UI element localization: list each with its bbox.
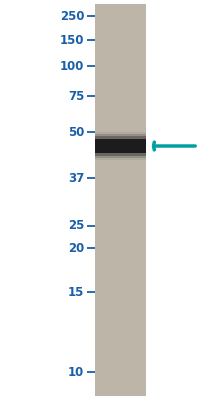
Text: 37: 37: [68, 172, 84, 184]
Bar: [95, 4, 146, 396]
Text: 250: 250: [60, 10, 84, 22]
Bar: [95, 139, 146, 153]
Text: 50: 50: [68, 126, 84, 138]
Text: 10: 10: [68, 366, 84, 378]
Text: 15: 15: [68, 286, 84, 298]
Bar: [95, 132, 146, 160]
Text: 150: 150: [60, 34, 84, 46]
Text: 75: 75: [68, 90, 84, 102]
Text: 25: 25: [68, 220, 84, 232]
Bar: [95, 134, 146, 158]
Bar: [95, 136, 146, 156]
Text: 20: 20: [68, 242, 84, 254]
Text: 100: 100: [60, 60, 84, 72]
